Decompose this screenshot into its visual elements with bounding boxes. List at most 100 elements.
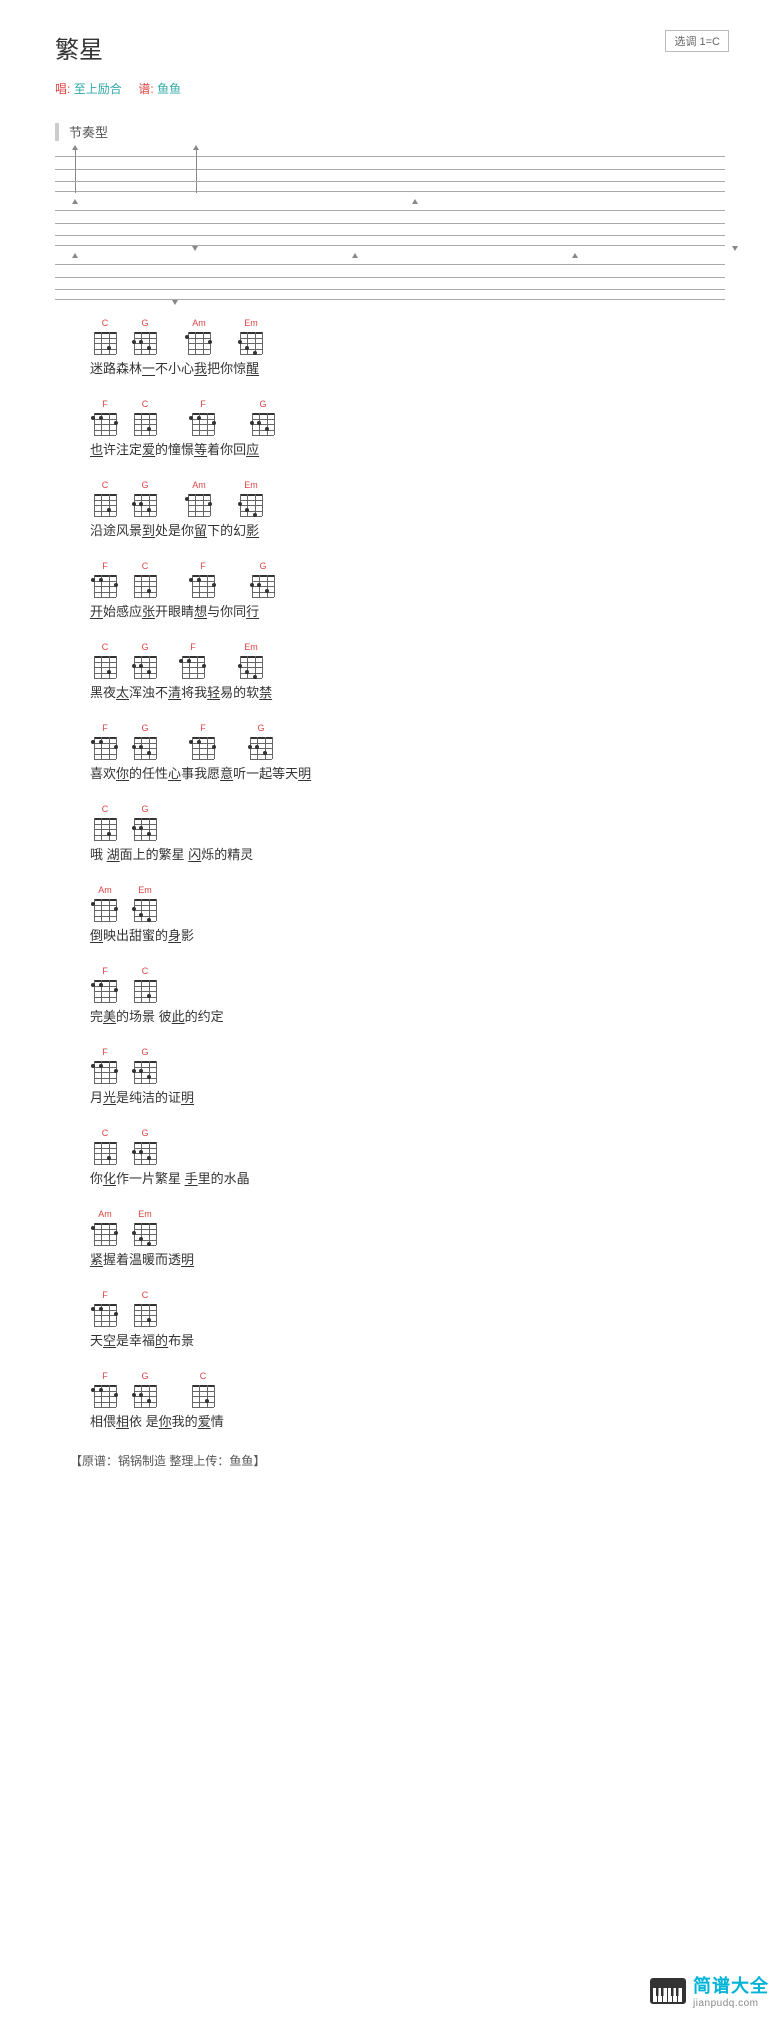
chord-block: Em [130, 1209, 160, 1247]
chord-block: C [130, 399, 160, 437]
staff-container [55, 156, 729, 300]
chord-name: G [257, 723, 264, 733]
chord-diagram [248, 411, 278, 437]
lyric-section: AmEm倒映出甜蜜的身影 [55, 885, 729, 944]
chord-name: F [102, 723, 108, 733]
strum-arrow-up [75, 149, 76, 193]
chord-name: F [102, 1371, 108, 1381]
chord-block: G [248, 399, 278, 437]
chord-diagram [90, 978, 120, 1004]
chord-block: C [90, 642, 120, 680]
lyric-line: 黑夜太浑浊不清将我轻易的软禁 [90, 682, 729, 701]
chord-row: FCFG [90, 399, 729, 437]
song-title: 繁星 [55, 30, 103, 65]
staff [55, 156, 729, 192]
chord-diagram [130, 654, 160, 680]
chord-row: CG [90, 1128, 729, 1166]
singer-name: 至上励合 [74, 82, 122, 96]
chord-name: Em [138, 1209, 152, 1219]
chord-name: C [102, 480, 109, 490]
chord-diagram [184, 492, 214, 518]
staff [55, 210, 729, 246]
lyric-line: 月光是纯洁的证明 [90, 1087, 729, 1106]
chord-name: F [102, 1047, 108, 1057]
chord-block: Em [236, 318, 266, 356]
chord-block: C [90, 318, 120, 356]
chord-diagram [188, 735, 218, 761]
lyric-section: FCFG 开始感应张开眼睛想与你同行 [55, 561, 729, 620]
rhythm-header: 节奏型 [55, 122, 729, 141]
chord-block: F [188, 561, 218, 599]
chord-name: F [190, 642, 196, 652]
chord-diagram [90, 492, 120, 518]
chord-name: F [102, 399, 108, 409]
chord-name: Em [244, 318, 258, 328]
chord-name: G [141, 1128, 148, 1138]
chord-diagram [130, 978, 160, 1004]
chord-row: AmEm [90, 885, 729, 923]
chord-block: F [90, 966, 120, 1004]
chord-diagram [90, 1383, 120, 1409]
chord-row: FG [90, 1047, 729, 1085]
staff [55, 264, 729, 300]
chord-block: G [248, 561, 278, 599]
chord-diagram [90, 897, 120, 923]
lyric-line: 迷路森林一不小心我把你惊醒 [90, 358, 729, 377]
lyric-line: 也许注定爱的憧憬等着你回应 [90, 439, 729, 458]
key-info: 选调 1=C [665, 30, 729, 52]
chord-name: C [102, 804, 109, 814]
watermark-cn: 简谱大全 [693, 1972, 769, 1998]
chord-name: F [200, 399, 206, 409]
lyric-line: 开始感应张开眼睛想与你同行 [90, 601, 729, 620]
chord-diagram [246, 735, 276, 761]
chord-diagram [90, 1059, 120, 1085]
lyric-section: AmEm紧握着温暖而透明 [55, 1209, 729, 1268]
chord-diagram [90, 330, 120, 356]
lyric-section: CGFEm 黑夜太浑浊不清将我轻易的软禁 [55, 642, 729, 701]
chord-block: Em [236, 480, 266, 518]
chord-block: G [246, 723, 276, 761]
chord-diagram [130, 1140, 160, 1166]
chord-block: F [90, 723, 120, 761]
chord-name: Am [98, 885, 112, 895]
lyric-section: FGC相偎相依 是你我的爱情 [55, 1371, 729, 1430]
chord-diagram [188, 411, 218, 437]
footer-credits: 【原谱：锅锅制造 整理上传：鱼鱼】 [70, 1452, 729, 1469]
chord-row: CG [90, 804, 729, 842]
lyric-section: CGAmEm 沿途风景到处是你留下的幻影 [55, 480, 729, 539]
chord-block: G [130, 1371, 160, 1409]
chord-diagram [90, 573, 120, 599]
chord-name: C [142, 966, 149, 976]
chord-name: G [141, 1047, 148, 1057]
chord-name: C [200, 1371, 207, 1381]
chord-row: FGFG [90, 723, 729, 761]
chord-diagram [188, 1383, 218, 1409]
lyric-line: 沿途风景到处是你留下的幻影 [90, 520, 729, 539]
chord-diagram [178, 654, 208, 680]
lyric-line: 喜欢你的任性心事我愿意听一起等天明 [90, 763, 729, 782]
chord-block: F [90, 561, 120, 599]
chord-block: F [90, 1047, 120, 1085]
chord-diagram [90, 735, 120, 761]
chord-row: Am Em [90, 1209, 729, 1247]
chord-block: Am [90, 1209, 120, 1247]
chord-block: Am [184, 318, 214, 356]
lyric-line: 你化作一片繁星 手里的水晶 [90, 1168, 729, 1187]
chord-row: FCFG [90, 561, 729, 599]
chord-block: C [90, 1128, 120, 1166]
lyric-section: FG月光是纯洁的证明 [55, 1047, 729, 1106]
chord-row: CGAmEm [90, 480, 729, 518]
chord-name: C [142, 1290, 149, 1300]
lyric-section: FGFG喜欢你的任性心事我愿意听一起等天明 [55, 723, 729, 782]
lyric-section: FC天空是幸福的布景 [55, 1290, 729, 1349]
lyric-section: FC完美的场景 彼此的约定 [55, 966, 729, 1025]
rhythm-label: 节奏型 [69, 122, 108, 141]
chord-name: Am [192, 318, 206, 328]
chord-name: Am [98, 1209, 112, 1219]
lyric-line: 哦 湖面上的繁星 闪烁的精灵 [90, 844, 729, 863]
lyric-section: F C F G 也许注定爱的憧憬等着你回应 [55, 399, 729, 458]
chord-block: C [90, 804, 120, 842]
chord-block: C [130, 966, 160, 1004]
chord-diagram [248, 573, 278, 599]
chord-row: CGFEm [90, 642, 729, 680]
